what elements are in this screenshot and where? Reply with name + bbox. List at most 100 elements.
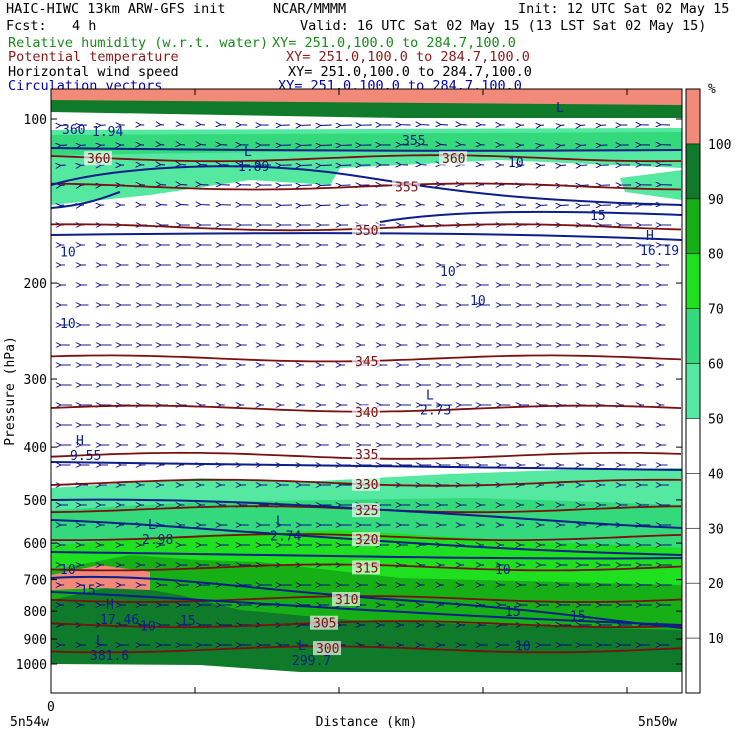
extremum-value: 299.7 [292, 654, 331, 669]
theta-contour-360 [51, 154, 682, 163]
theta-label-335: 335 [355, 448, 378, 463]
y-tick-label: 800 [24, 605, 47, 620]
model-title: HAIC-HIWC 13km ARW-GFS init [6, 1, 226, 17]
wind-contour-2 [51, 191, 121, 209]
theta-label-345: 345 [355, 355, 378, 370]
extremum-H: H [106, 598, 114, 613]
colorbar-tick-label: 20 [708, 577, 724, 592]
extremum-H: H [76, 434, 84, 449]
field-theta-name: Potential temperature [8, 49, 179, 65]
extremum-value: 17.46 [100, 613, 139, 628]
colorbar-unit: % [708, 82, 716, 97]
stray-label: L [556, 101, 564, 116]
colorbar-bin-50 [686, 363, 700, 419]
theta-label-320: 320 [355, 533, 378, 548]
stray-label: 1.94 [92, 125, 123, 140]
plot-frame [50, 88, 683, 694]
colorbar-tick-label: 50 [708, 412, 724, 427]
theta-contour-355 [51, 182, 682, 191]
x-left-endpoint: 5n54w [10, 715, 49, 730]
vector-layer [60, 125, 673, 646]
y-tick-label: 100 [24, 113, 47, 128]
theta-label-300: 300 [316, 642, 339, 657]
theta-label-325: 325 [355, 504, 378, 519]
humidity-fill-layer [51, 89, 682, 693]
theta-contour-305 [51, 620, 682, 628]
extremum-L: L [298, 639, 306, 654]
y-tick-label: 300 [24, 373, 47, 388]
wind-label-10: 10 [508, 156, 524, 171]
wind-contour-6 [51, 498, 682, 529]
wind-label-10: 10 [60, 317, 76, 332]
extremum-L: L [426, 389, 434, 404]
theta-label-355: 355 [395, 180, 418, 195]
theta-label-330: 330 [355, 478, 378, 493]
colorbar-tick-label: 80 [708, 248, 724, 263]
colorbar-bin-70 [686, 253, 700, 309]
wind-label-15: 15 [505, 605, 521, 620]
colorbar-tick-label: 90 [708, 193, 724, 208]
colorbar-tick-label: 10 [708, 632, 724, 647]
x-axis-label: Distance (km) [316, 715, 418, 730]
extremum-L: L [148, 518, 156, 533]
x-right-endpoint: 5n50w [638, 715, 677, 730]
extremum-value: 2.74 [270, 530, 301, 545]
colorbar-tick-label: 40 [708, 467, 724, 482]
rh-top-sat [51, 89, 682, 105]
theta-contour-300 [51, 645, 682, 654]
wind-label-10: 10 [60, 245, 76, 260]
extremum-value: 9.55 [70, 449, 101, 464]
extremum-value: 2.73 [420, 404, 451, 419]
init-time: Init: 12 UTC Sat 02 May 15 [518, 1, 730, 17]
wind-contour-0 [51, 147, 682, 152]
wind-label-15: 15 [590, 209, 606, 224]
theta-contour-310 [51, 595, 682, 603]
colorbar-tick-label: 30 [708, 522, 724, 537]
extremum-L: L [244, 145, 252, 160]
y-tick-label: 200 [24, 277, 47, 292]
colorbar-tick-label: 60 [708, 358, 724, 373]
y-tick-label: 600 [24, 537, 47, 552]
extremum-H: H [646, 229, 654, 244]
field-rh-name: Relative humidity (w.r.t. water) [8, 35, 269, 51]
valid-time: Valid: 16 UTC Sat 02 May 15 (13 LST Sat … [300, 18, 707, 34]
org-label: NCAR/MMMM [273, 1, 347, 17]
extremum-L: L [276, 515, 284, 530]
wind-label-10: 10 [515, 640, 531, 655]
y-tick-label: 1000 [16, 658, 47, 673]
theta-label-350: 350 [355, 224, 378, 239]
circulation-vector [440, 205, 445, 206]
extremum-value: 381.6 [90, 649, 129, 664]
fcst-label: Fcst: [6, 18, 47, 34]
colorbar-frame [685, 88, 701, 694]
stray-label: 360 [62, 123, 85, 138]
theta-label-315: 315 [355, 561, 378, 576]
y-tick-label: 400 [24, 441, 47, 456]
field-wind-name: Horizontal wind speed [8, 64, 179, 80]
circulation-vector [440, 145, 447, 146]
extremum-L: L [96, 634, 104, 649]
theta-label-340: 340 [355, 406, 378, 421]
field-rh-xy: XY= 251.0,100.0 to 284.7,100.0 [272, 35, 516, 51]
wind-contour-5 [51, 461, 682, 471]
extremum-value: 16.19 [640, 244, 679, 259]
extremum-value: 1.89 [238, 160, 269, 175]
wind-contour-7 [51, 519, 682, 556]
fcst-value: 4 h [72, 18, 97, 34]
wind-label-15: 15 [570, 610, 586, 625]
colorbar-bin-60 [686, 308, 700, 364]
colorbar-bin-90 [686, 143, 700, 199]
below-ground [51, 664, 682, 693]
field-wind-xy: XY= 251.0,100.0 to 284.7,100.0 [288, 64, 532, 80]
colorbar-bin-80 [686, 198, 700, 254]
wind-label-10: 10 [495, 563, 511, 578]
wind-contour-4 [51, 232, 682, 241]
y-tick-label: 900 [24, 633, 47, 648]
x-tick-label: 0 [47, 700, 55, 715]
field-theta-xy: XY= 251.0,100.0 to 284.7,100.0 [286, 49, 530, 65]
y-tick-label: 500 [24, 494, 47, 509]
theta-label-305: 305 [313, 617, 336, 632]
y-axis-label: Pressure (hPa) [3, 336, 18, 446]
